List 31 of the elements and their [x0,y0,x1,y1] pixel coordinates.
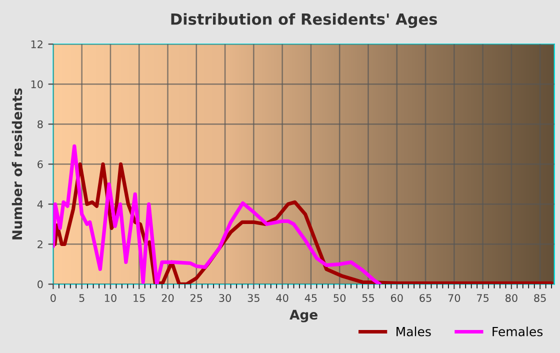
x-tick-label: 75 [477,294,489,302]
line-series [53,144,382,284]
y-tick-label: 6 [38,160,43,168]
y-tick-label: 8 [38,120,43,128]
x-tick-label: 85 [534,294,546,302]
x-tick-label: 25 [190,294,202,302]
chart-title: Distribution of Residents' Ages [171,13,437,28]
y-tick-label: 12 [31,40,42,48]
x-tick-label: 45 [304,294,317,302]
x-axis-title: Age [290,310,318,322]
x-tick-label: 40 [276,294,288,302]
legend-label: Females [492,326,543,336]
x-tick-label: 15 [134,294,145,302]
x-tick-label: 20 [162,294,174,302]
y-axis-title: Number of residents [12,88,22,240]
y-tick-label: 0 [38,280,43,288]
x-tick-label: 10 [104,294,116,302]
x-tick-label: 0 [50,294,56,302]
x-tick-label: 70 [448,294,460,302]
x-tick-label: 5 [79,294,84,302]
x-tick-label: 80 [506,294,518,302]
y-tick-label: 4 [37,200,43,208]
x-tick-label: 50 [334,294,346,302]
x-tick-label: 30 [219,294,231,302]
x-tick-label: 65 [420,294,432,302]
x-tick-label: 55 [362,294,374,302]
x-tick-label: 60 [390,294,403,302]
legend-label: Males [396,326,431,336]
x-tick-label: 35 [248,294,260,302]
y-tick-label: 10 [31,80,43,88]
y-tick-label: 2 [38,240,42,248]
